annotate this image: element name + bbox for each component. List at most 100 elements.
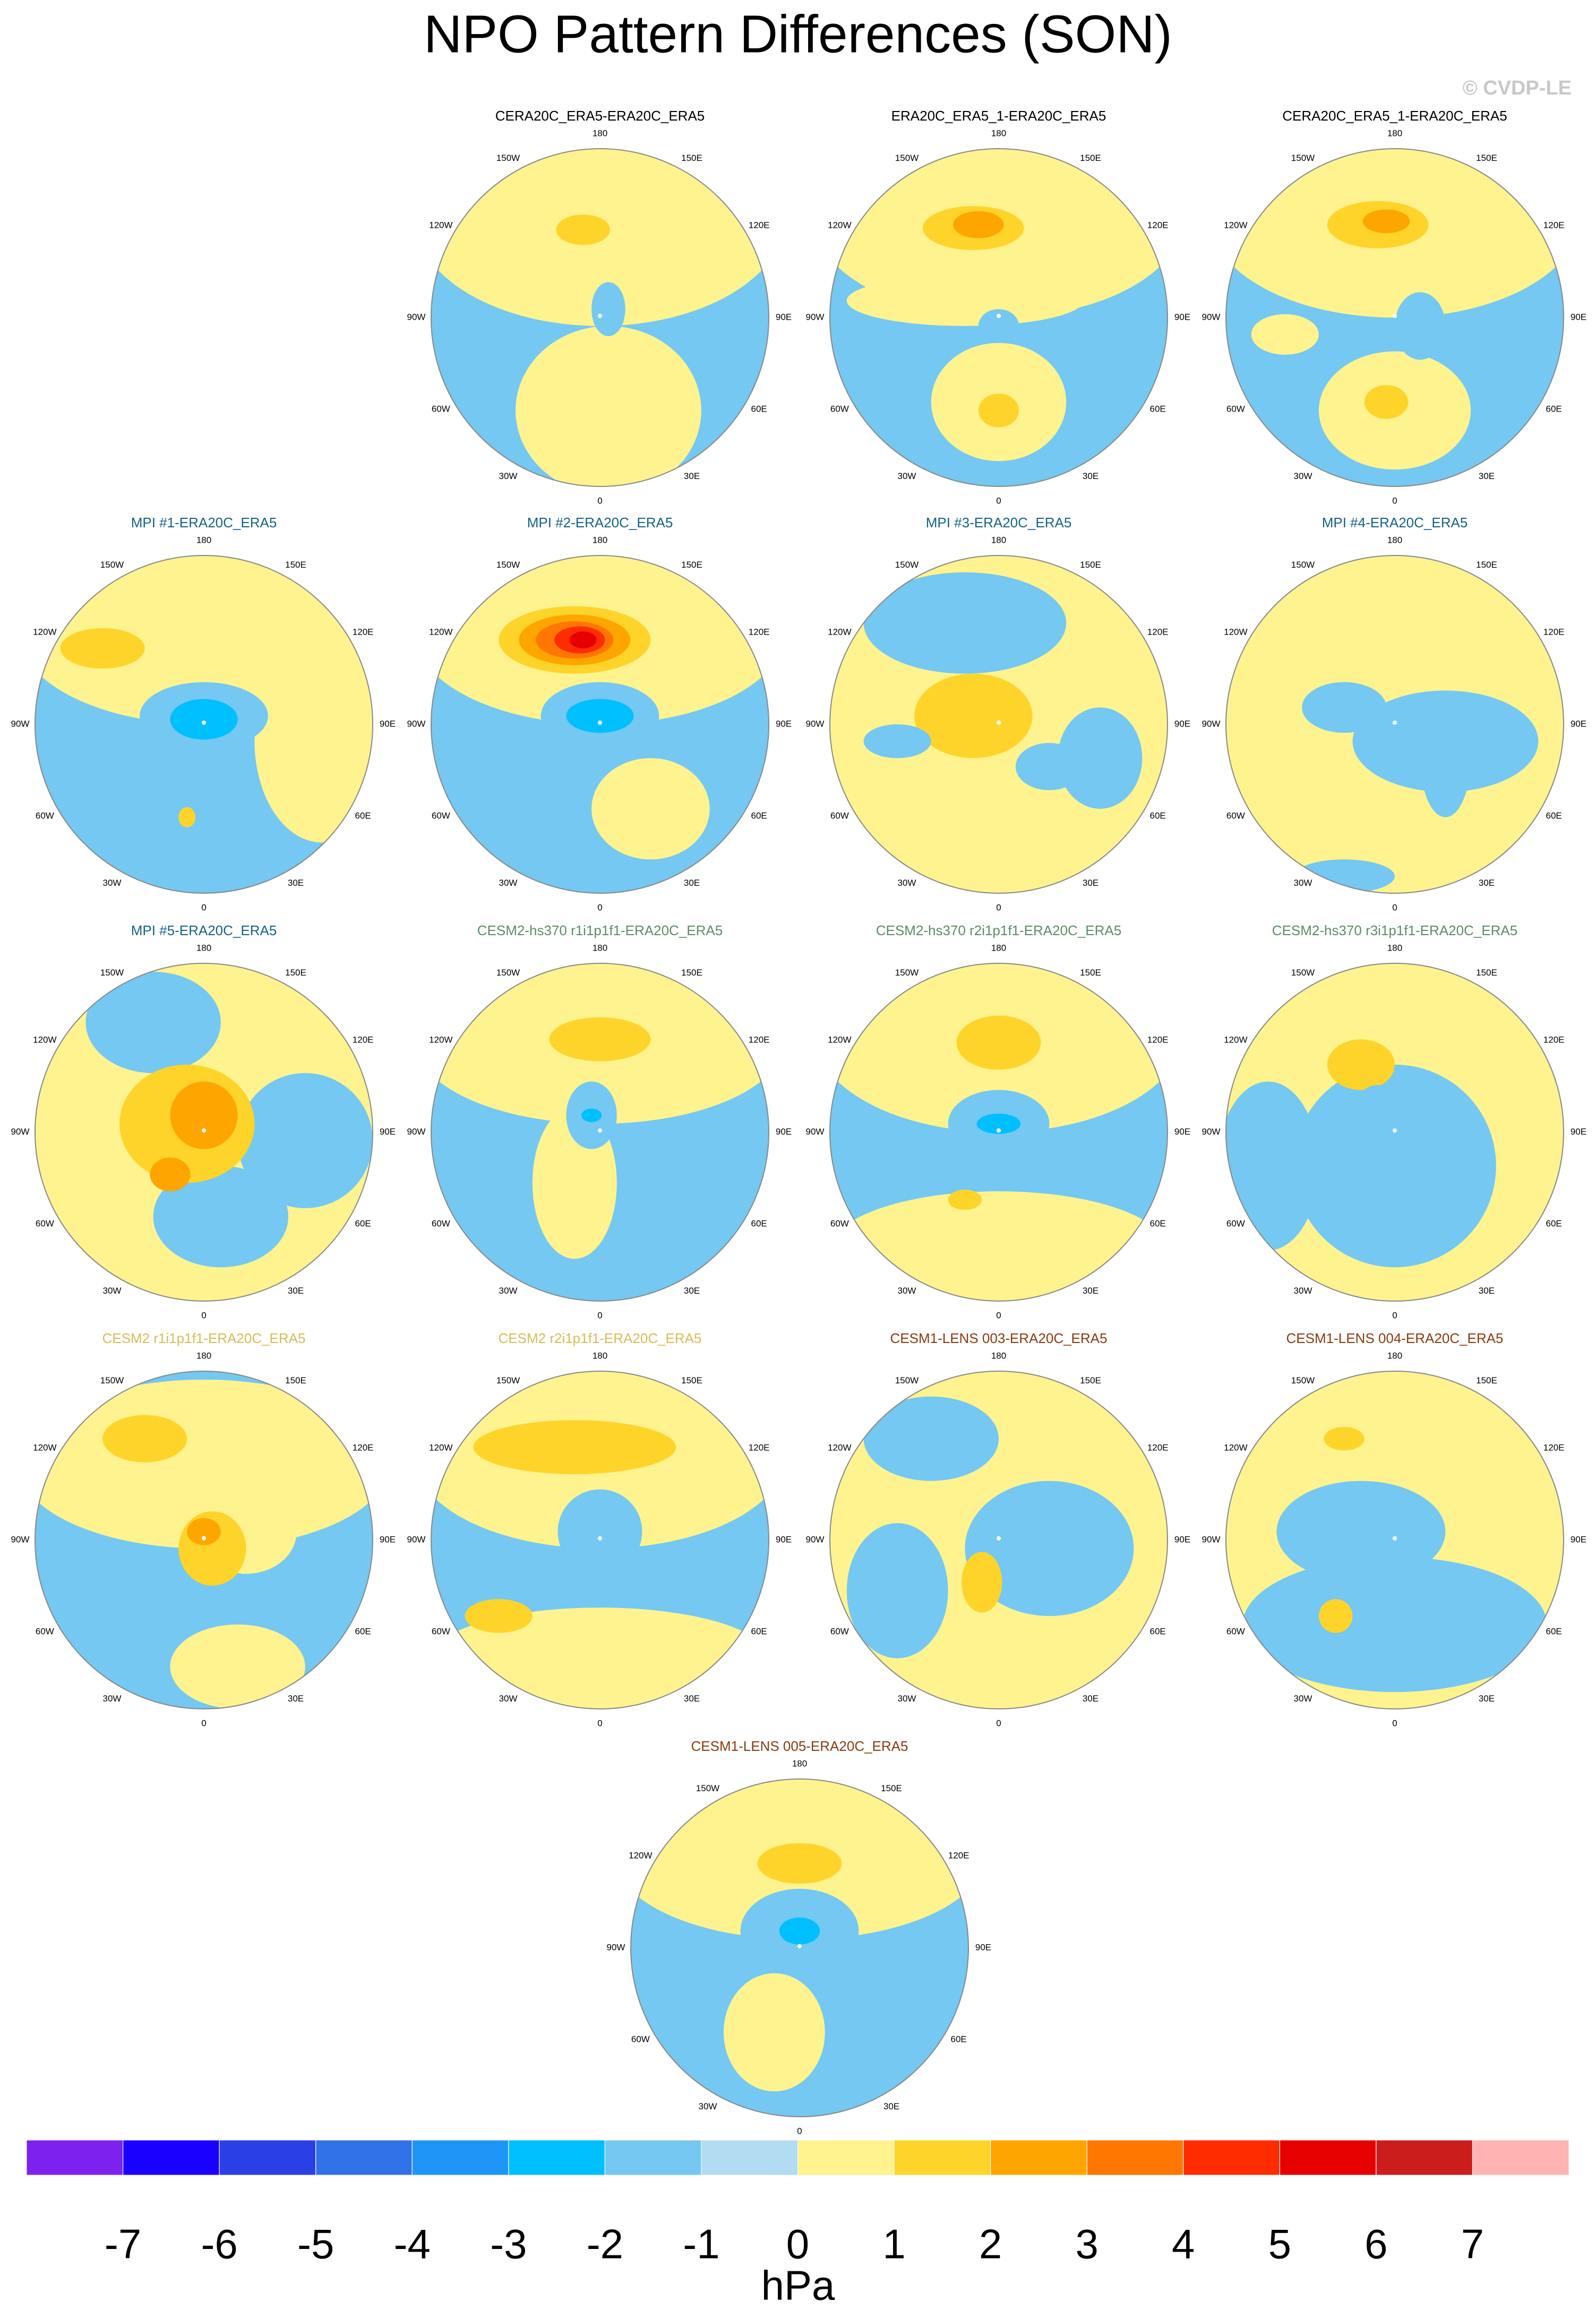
contour-fill: [1293, 1064, 1496, 1268]
longitude-label: 90E: [380, 1534, 396, 1544]
map-panel: CERA20C_ERA5_1-ERA20C_ERA5 180 150E 120E 90E…: [1202, 108, 1587, 506]
contour-fill: [431, 1607, 769, 1709]
colorbar-label: 4: [1172, 2221, 1195, 2268]
longitude-label: 150E: [285, 560, 306, 570]
colorbar-box: [894, 2140, 991, 2176]
colorbar-label: 0: [786, 2221, 809, 2268]
longitude-label: 150W: [496, 153, 520, 163]
panel-title: MPI #2-ERA20C_ERA5: [527, 515, 673, 531]
longitude-label: 0: [1392, 1310, 1397, 1320]
longitude-label: 0: [996, 1310, 1001, 1320]
longitude-label: 120E: [749, 1034, 770, 1045]
map-border: [1225, 555, 1564, 894]
contour-fill: [237, 1073, 373, 1209]
map-border: [35, 963, 373, 1302]
longitude-label: 30W: [499, 1286, 518, 1296]
map-border: [431, 963, 769, 1302]
longitude-label: 90E: [1571, 312, 1586, 322]
longitude-label: 180: [196, 535, 211, 545]
panel-title: CESM1-LENS 005-ERA20C_ERA5: [691, 1738, 908, 1754]
longitude-label: 0: [1392, 902, 1397, 912]
map-fill: [35, 963, 373, 1301]
longitude-label: 30E: [1083, 1286, 1099, 1296]
longitude-label: 120W: [1224, 1034, 1247, 1045]
longitude-label: 150E: [881, 1783, 902, 1793]
longitude-label: 120W: [1224, 1442, 1247, 1452]
colorbar-box: [701, 2140, 798, 2176]
longitude-label: 90W: [806, 1126, 825, 1136]
longitude-label: 180: [593, 943, 607, 953]
longitude-label: 90E: [776, 719, 792, 729]
map-panel: MPI #4-ERA20C_ERA5 180 150E 120E 90E 60E 30E 0 3…: [1202, 515, 1587, 913]
contour-fill: [516, 326, 701, 486]
longitude-label: 180: [991, 128, 1006, 138]
longitude-label: 30E: [288, 1286, 304, 1296]
map-fill: [1226, 963, 1564, 1301]
longitude-label: 150E: [681, 153, 702, 163]
contour-fill: [549, 1017, 651, 1062]
longitude-label: 60W: [830, 404, 849, 414]
longitude-label: 60W: [36, 1218, 54, 1228]
longitude-label: 30W: [103, 1693, 122, 1704]
longitude-label: 90W: [1202, 1534, 1221, 1544]
contour-fill: [863, 1396, 999, 1481]
longitude-label: 90W: [407, 1126, 426, 1136]
longitude-label: 120W: [429, 627, 452, 637]
longitude-label: 120W: [1224, 627, 1247, 637]
longitude-label: 120E: [948, 1850, 969, 1860]
longitude-label: 90E: [975, 1942, 991, 1952]
map-fill: [35, 555, 373, 893]
colorbar-box: [26, 2140, 124, 2176]
contour-fill: [965, 1481, 1134, 1616]
colorbar-box: [508, 2140, 605, 2176]
longitude-label: 30W: [898, 471, 916, 481]
map-fill: [631, 1779, 968, 2117]
longitude-label: 90W: [11, 719, 30, 729]
longitude-label: 120E: [1147, 1442, 1169, 1452]
colorbar-box: [990, 2140, 1087, 2176]
longitude-label: 150E: [1080, 1375, 1101, 1385]
contour-fill: [830, 1191, 1168, 1301]
map-fill: [35, 1371, 373, 1709]
colorbar-label: 3: [1075, 2221, 1098, 2268]
contour-fill: [102, 1415, 187, 1462]
longitude-label: 30W: [1294, 471, 1312, 481]
longitude-label: 30E: [288, 1693, 304, 1704]
longitude-label: 60W: [1226, 404, 1245, 414]
colorbar-label: -2: [587, 2221, 623, 2268]
map-panel: CESM2-hs370 r3i1p1f1-ERA20C_ERA5 180 150E 1…: [1202, 922, 1587, 1321]
longitude-label: 150W: [100, 1375, 124, 1385]
longitude-label: 90E: [776, 312, 792, 322]
map-panel: CESM2-hs370 r1i1p1f1-ERA20C_ERA5 180 150E 1…: [407, 922, 792, 1321]
longitude-label: 150W: [1291, 153, 1315, 163]
colorbar-label: 5: [1268, 2221, 1291, 2268]
contour-fill: [591, 758, 710, 860]
longitude-label: 30E: [288, 878, 304, 888]
longitude-label: 150W: [895, 560, 919, 570]
map-fill: [830, 149, 1168, 486]
longitude-label: 60E: [1546, 404, 1562, 414]
credit: © CVDP-LE: [1463, 77, 1572, 99]
longitude-label: 0: [996, 1718, 1001, 1728]
panel-title: MPI #5-ERA20C_ERA5: [131, 922, 277, 938]
pole: [1393, 1536, 1397, 1541]
map-panel: ERA20C_ERA5_1-ERA20C_ERA5 180 150E 120E 90E 6…: [806, 108, 1191, 506]
longitude-label: 180: [991, 943, 1006, 953]
map-panel: CESM2 r2i1p1f1-ERA20C_ERA5 180 150E 120E 90E…: [407, 1330, 792, 1729]
contour-fill: [1242, 1556, 1547, 1692]
contour-fill: [779, 1917, 820, 1945]
contour-fill: [566, 699, 634, 733]
pole: [997, 313, 1001, 318]
longitude-label: 120W: [429, 1034, 452, 1045]
map-border: [35, 1371, 373, 1709]
longitude-label: 150W: [895, 968, 919, 978]
contour-fill: [569, 631, 597, 648]
longitude-label: 90W: [1202, 1126, 1221, 1136]
longitude-label: 30W: [898, 1286, 916, 1296]
longitude-label: 60E: [355, 1218, 371, 1228]
longitude-label: 0: [996, 902, 1001, 912]
longitude-label: 60E: [751, 404, 767, 414]
contour-fill: [150, 1157, 191, 1192]
contour-fill: [846, 1523, 948, 1658]
longitude-label: 180: [593, 1350, 607, 1361]
